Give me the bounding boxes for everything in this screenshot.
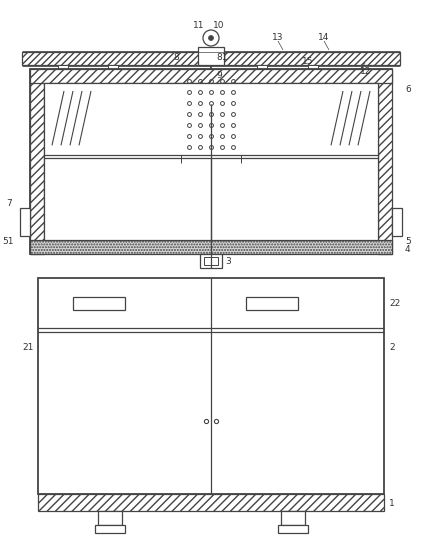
Text: 51: 51 — [2, 236, 14, 245]
Bar — [20, 208, 30, 236]
Bar — [30, 69, 44, 254]
Text: 12: 12 — [360, 68, 371, 77]
Bar — [30, 69, 392, 83]
Text: 1: 1 — [389, 499, 395, 508]
Text: 11: 11 — [193, 21, 205, 31]
Bar — [30, 240, 392, 254]
Text: 7: 7 — [6, 200, 12, 209]
Bar — [378, 69, 392, 254]
Bar — [22, 52, 400, 65]
Bar — [58, 65, 68, 76]
Text: 14: 14 — [318, 34, 330, 42]
Circle shape — [208, 36, 214, 40]
Bar — [281, 511, 305, 525]
Text: 3: 3 — [225, 257, 231, 266]
Bar — [308, 65, 318, 76]
Bar — [95, 525, 125, 533]
Bar — [38, 278, 384, 494]
Bar — [204, 257, 218, 265]
Text: 5: 5 — [405, 236, 411, 245]
Bar — [73, 297, 125, 310]
Text: 13: 13 — [272, 34, 284, 42]
Bar — [200, 254, 222, 268]
Text: 81: 81 — [216, 53, 227, 61]
Bar — [98, 511, 122, 525]
Text: 2: 2 — [389, 343, 395, 353]
Bar — [30, 69, 392, 254]
Bar — [392, 208, 402, 236]
Bar — [257, 65, 267, 76]
Bar — [108, 65, 118, 76]
Bar — [38, 494, 384, 511]
Text: 22: 22 — [389, 299, 400, 307]
Bar — [198, 47, 224, 65]
Bar — [44, 83, 378, 240]
Bar — [278, 525, 308, 533]
Text: 10: 10 — [213, 21, 225, 31]
Text: 15: 15 — [302, 58, 314, 67]
Text: 21: 21 — [22, 343, 33, 353]
Text: 9: 9 — [216, 70, 222, 79]
Text: 4: 4 — [405, 244, 411, 253]
Text: 8: 8 — [173, 53, 179, 61]
Bar — [246, 297, 298, 310]
Text: 6: 6 — [405, 84, 411, 93]
